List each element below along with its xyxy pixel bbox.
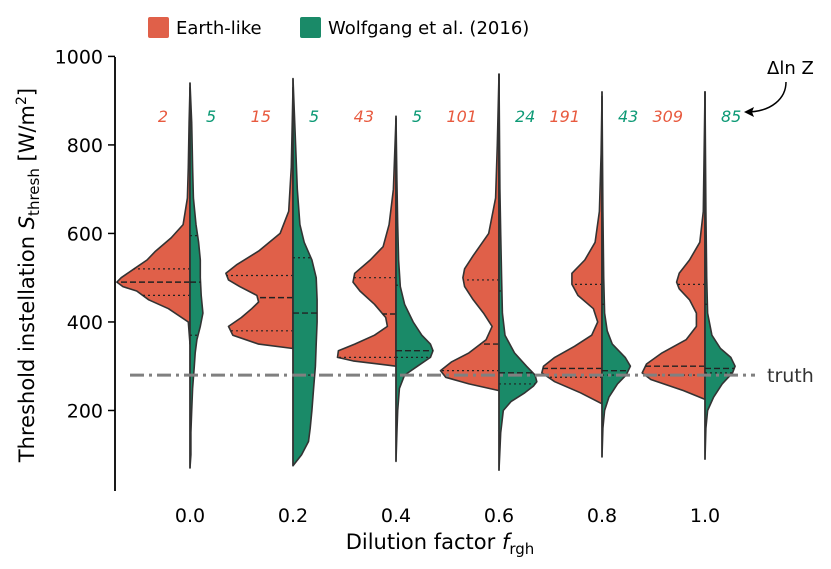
x-tick-label: 0.6: [484, 505, 514, 527]
dlnz-value-wolfgang: 5: [412, 107, 422, 126]
legend: Earth-like Wolfgang et al. (2016): [148, 17, 529, 39]
violin-half-wolfgang: [601, 91, 632, 458]
x-ticks: 0.0 0.2 0.4 0.6 0.8 1.0: [175, 505, 720, 527]
x-tick-label: 0.0: [175, 505, 205, 527]
legend-label-wolfgang: Wolfgang et al. (2016): [328, 18, 529, 39]
x-tick-label: 0.8: [587, 505, 617, 527]
legend-swatch-wolfgang: [300, 17, 321, 38]
y-axis-title: Threshold instellation Sthresh [W/m2]: [14, 88, 43, 463]
dlnz-value-earth-like: 309: [652, 107, 683, 126]
y-tick-label: 400: [67, 312, 103, 334]
violin-half-earth-like: [641, 91, 706, 401]
dlnz-value-earth-like: 43: [354, 107, 374, 126]
violin-half-wolfgang: [498, 73, 538, 472]
dlnz-arrow: [745, 81, 787, 113]
violin-half-earth-like: [225, 86, 294, 350]
violin-half-earth-like: [439, 73, 500, 392]
violin-half-earth-like: [336, 117, 397, 368]
violins: [116, 73, 736, 472]
legend-swatch-earth-like: [148, 17, 169, 38]
dlnz-value-earth-like: 15: [251, 107, 271, 126]
dlnz-value-earth-like: 191: [549, 107, 580, 126]
violin-half-earth-like: [116, 86, 191, 345]
dlnz-labels: 2 5 15 5 43 5 101 24 191 43 309 85: [158, 107, 742, 126]
dlnz-value-earth-like: 2: [158, 107, 168, 126]
violin-half-wolfgang: [189, 82, 204, 469]
x-tick-label: 0.4: [381, 505, 411, 527]
violin-half-wolfgang: [395, 115, 434, 463]
y-tick-label: 800: [67, 135, 103, 157]
x-axis-title: Dilution factor frgh: [346, 530, 535, 558]
x-tick-label: 1.0: [690, 505, 720, 527]
y-ticks: 200 400 600 800 1000: [55, 46, 115, 422]
dlnz-value-wolfgang: 5: [206, 107, 216, 126]
dlnz-annotation-label: Δln Z: [767, 58, 814, 79]
x-tick-label: 0.2: [278, 505, 308, 527]
dlnz-arrowhead: [744, 107, 754, 117]
violin-half-earth-like: [541, 95, 603, 405]
truth-label: truth: [767, 365, 814, 387]
y-tick-label: 600: [67, 223, 103, 245]
dlnz-value-wolfgang: 85: [721, 107, 741, 126]
dlnz-value-wolfgang: 5: [309, 107, 319, 126]
dlnz-value-earth-like: 101: [446, 107, 477, 126]
violin-half-wolfgang: [704, 91, 736, 460]
legend-label-earth-like: Earth-like: [176, 18, 262, 39]
y-tick-label: 200: [67, 400, 103, 422]
y-tick-label: 1000: [55, 46, 103, 68]
dlnz-value-wolfgang: 24: [515, 107, 535, 126]
violin-half-wolfgang: [292, 77, 318, 467]
dlnz-value-wolfgang: 43: [618, 107, 638, 126]
